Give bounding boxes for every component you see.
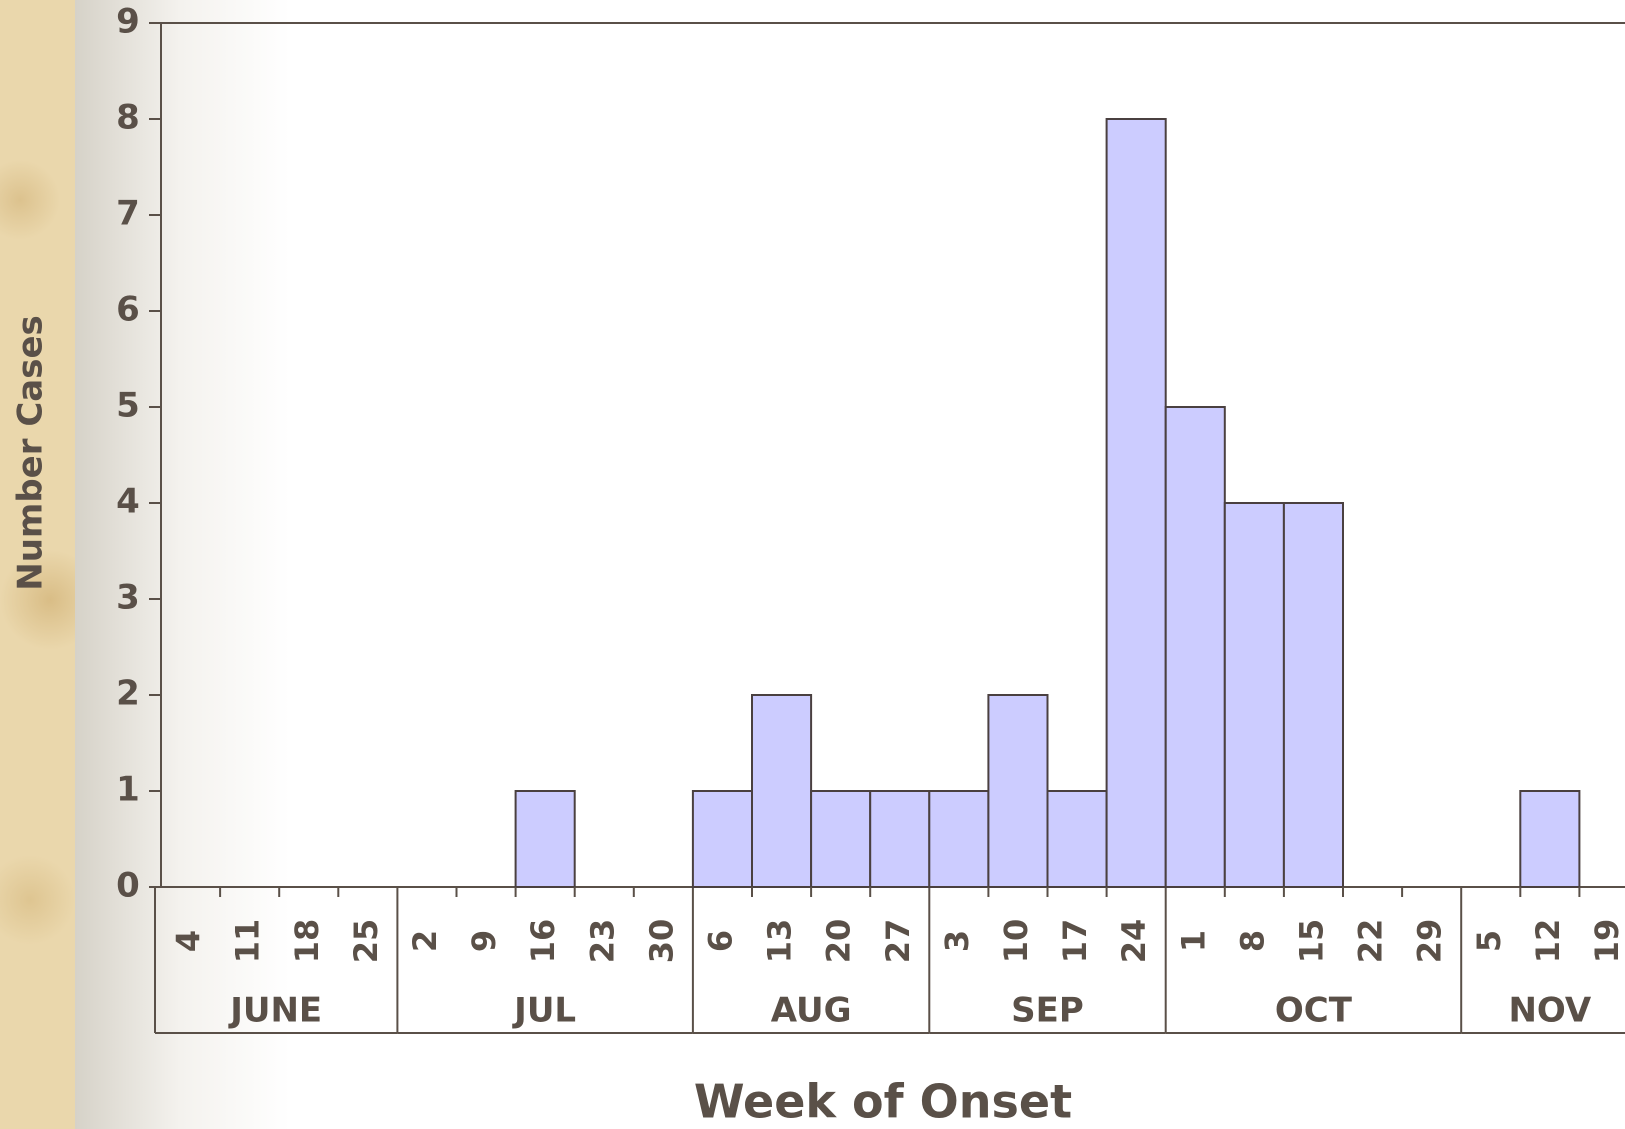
x-tick-label: 19 xyxy=(1588,919,1625,964)
bar xyxy=(928,790,990,888)
month-label: JUL xyxy=(512,991,576,1031)
x-tick-label: 20 xyxy=(820,919,858,964)
x-tick-label: 30 xyxy=(642,919,680,964)
x-tick-label: 23 xyxy=(583,919,621,964)
x-tick-label: 15 xyxy=(1292,919,1330,964)
x-axis-title: Week of Onset xyxy=(694,1075,1072,1129)
bar xyxy=(691,790,754,888)
month-label: JUNE xyxy=(228,991,322,1031)
month-label: AUG xyxy=(771,991,852,1031)
x-tick-label: 22 xyxy=(1352,919,1390,964)
x-tick-label: 9 xyxy=(465,930,503,952)
x-tick-label: 12 xyxy=(1529,919,1567,964)
bar xyxy=(1164,406,1226,888)
y-tick-label: 6 xyxy=(116,290,140,330)
x-tick-label: 27 xyxy=(879,919,917,964)
x-tick-label: 1 xyxy=(1174,930,1212,952)
y-tick-label: 7 xyxy=(116,194,140,234)
y-tick-label: 3 xyxy=(116,578,140,618)
bar xyxy=(1105,118,1167,888)
x-tick-label: 6 xyxy=(701,930,739,952)
y-tick-label: 8 xyxy=(116,98,140,138)
y-tick-label: 2 xyxy=(116,674,140,714)
x-tick-label: 13 xyxy=(761,919,799,964)
y-tick-label: 4 xyxy=(116,482,140,522)
x-tick-label: 5 xyxy=(1470,930,1508,952)
bar xyxy=(869,790,931,888)
month-label: SEP xyxy=(1011,991,1084,1031)
x-tick-label: 10 xyxy=(997,919,1035,964)
x-tick-label: 8 xyxy=(1233,930,1271,952)
y-tick-label: 1 xyxy=(116,770,140,810)
bar xyxy=(514,790,576,888)
x-tick-label: 25 xyxy=(347,919,385,964)
bar xyxy=(1223,502,1285,888)
month-label: OCT xyxy=(1275,991,1353,1031)
y-tick-label: 0 xyxy=(116,866,140,906)
bar xyxy=(810,790,872,888)
x-tick-label: 29 xyxy=(1411,919,1449,964)
bar xyxy=(751,694,813,888)
bar xyxy=(1282,502,1345,888)
bar xyxy=(1519,790,1581,888)
bar xyxy=(987,694,1049,888)
x-tick-label: 4 xyxy=(170,930,208,952)
x-tick-label: 24 xyxy=(1115,919,1153,964)
y-tick-label: 9 xyxy=(116,2,140,42)
y-tick-label: 5 xyxy=(116,386,140,426)
x-tick-label: 17 xyxy=(1056,919,1094,964)
x-tick-label: 11 xyxy=(229,919,267,964)
bar xyxy=(1046,790,1108,888)
x-tick-label: 16 xyxy=(524,919,562,964)
y-axis-title: Number Cases xyxy=(11,315,51,591)
x-tick-label: 2 xyxy=(406,930,444,952)
month-label: NOV xyxy=(1508,991,1591,1031)
x-tick-label: 18 xyxy=(288,919,326,964)
x-tick-label: 3 xyxy=(938,930,976,952)
